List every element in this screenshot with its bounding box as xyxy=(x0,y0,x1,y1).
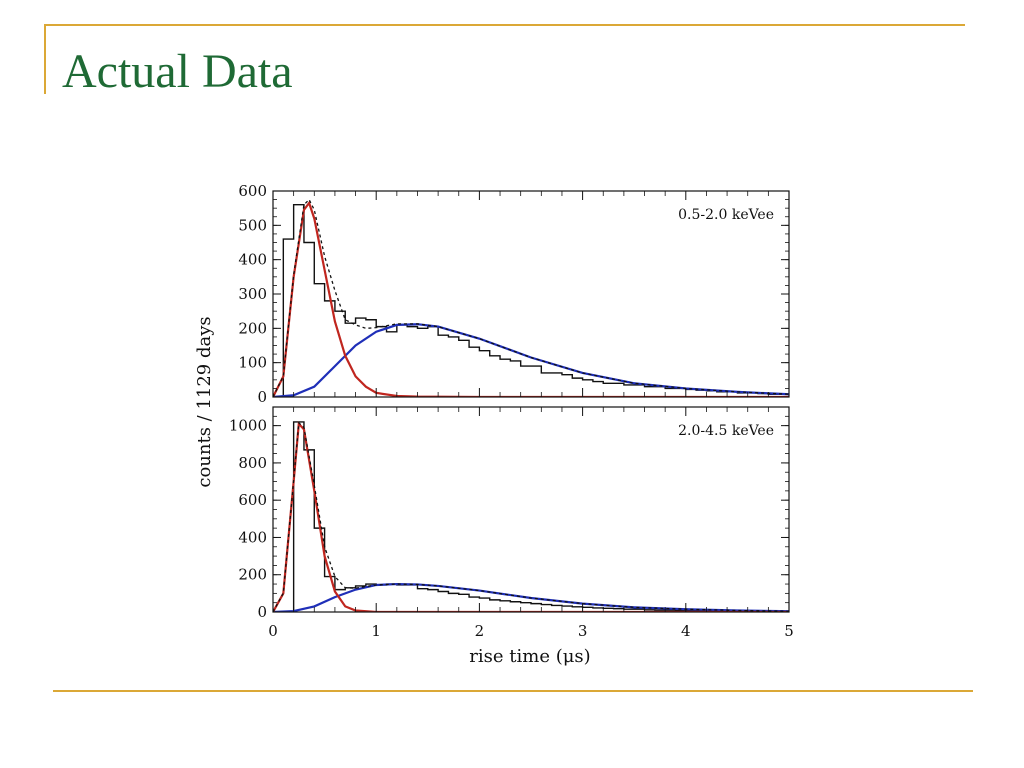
y-tick-label: 1000 xyxy=(229,417,267,435)
slow-component-curve xyxy=(273,323,789,397)
fast-component-curve xyxy=(273,421,789,612)
y-tick-label: 200 xyxy=(238,566,267,584)
fast-component-curve xyxy=(273,200,789,397)
histogram-step xyxy=(292,421,789,612)
x-axis-title: rise time (μs) xyxy=(469,646,590,667)
x-tick-label: 2 xyxy=(475,622,485,640)
histogram-step xyxy=(282,204,789,397)
y-tick-label: 300 xyxy=(238,285,267,303)
left-accent-rule xyxy=(44,24,46,94)
y-tick-label: 200 xyxy=(238,319,267,337)
bottom-accent-rule xyxy=(53,690,973,692)
y-tick-label: 400 xyxy=(238,528,267,546)
y-tick-label: 0 xyxy=(257,388,267,406)
top-accent-rule xyxy=(44,24,965,26)
y-tick-label: 800 xyxy=(238,454,267,472)
y-tick-label: 600 xyxy=(238,491,267,509)
x-tick-label: 3 xyxy=(578,622,588,640)
y-axis-title: counts / 1129 days xyxy=(194,316,215,487)
x-tick-label: 5 xyxy=(784,622,794,640)
y-tick-label: 400 xyxy=(238,251,267,269)
y-tick-label: 600 xyxy=(238,182,267,200)
total-fit-curve xyxy=(273,198,789,397)
slide-title: Actual Data xyxy=(62,45,293,98)
y-tick-label: 500 xyxy=(238,216,267,234)
panel-bottom: 0 200 400 600 800 1000 2.0-4.5 keVee xyxy=(229,406,790,621)
y-tick-label: 100 xyxy=(238,354,267,372)
energy-range-annotation: 2.0-4.5 keVee xyxy=(678,423,774,439)
x-tick-labels: 0 1 2 3 4 5 xyxy=(268,622,794,640)
energy-range-annotation: 0.5-2.0 keVee xyxy=(678,207,774,223)
total-fit-curve xyxy=(273,421,789,612)
panel-top: 0 100 200 300 400 500 600 0.5-2.0 keVee xyxy=(238,182,790,406)
x-tick-label: 1 xyxy=(371,622,381,640)
x-tick-label: 0 xyxy=(268,622,278,640)
x-tick-label: 4 xyxy=(681,622,691,640)
y-tick-label: 0 xyxy=(257,603,267,621)
